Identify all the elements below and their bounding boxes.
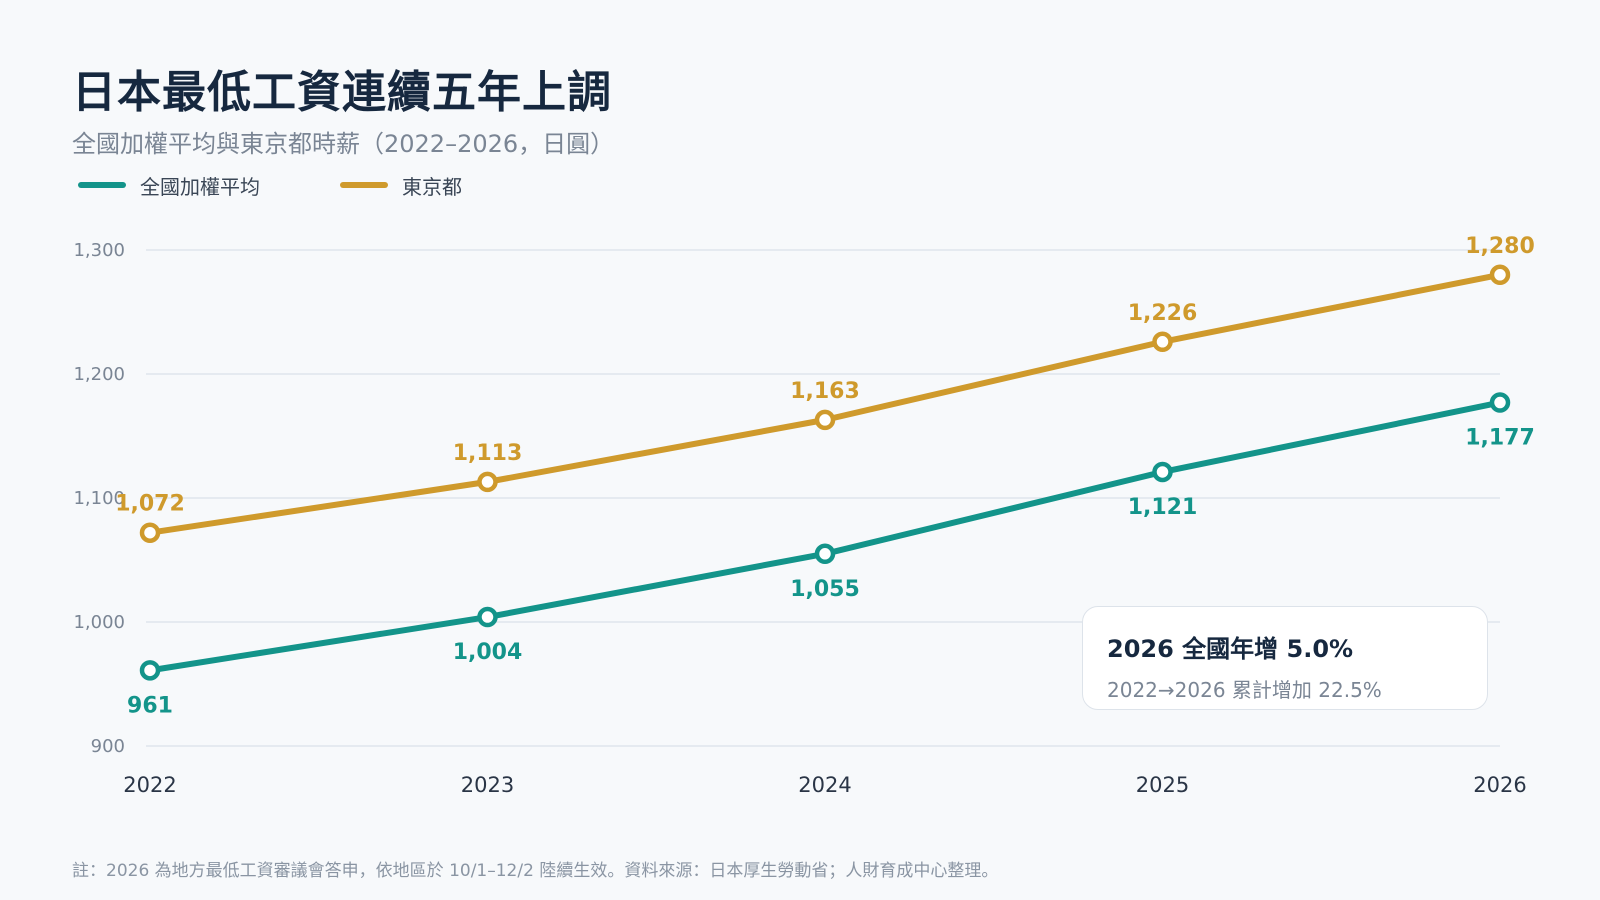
legend-item-national: 全國加權平均 bbox=[78, 171, 260, 200]
series-layer bbox=[139, 264, 1511, 681]
data-label: 1,113 bbox=[453, 441, 523, 466]
label-layer: 961 1,004 1,055 1,121 1,177 1,072 1,113 1,163 1,… bbox=[115, 234, 1535, 719]
data-label: 1,121 bbox=[1128, 495, 1198, 520]
data-point bbox=[1152, 461, 1173, 483]
x-tick-label: 2024 bbox=[798, 773, 851, 797]
data-label: 1,226 bbox=[1128, 301, 1198, 326]
y-tick-label: 1,300 bbox=[73, 240, 125, 261]
y-tick-label: 1,000 bbox=[73, 612, 125, 633]
legend-label-tokyo: 東京都 bbox=[402, 174, 462, 199]
data-point bbox=[139, 660, 161, 681]
data-point bbox=[814, 543, 836, 565]
growth-callout: 2026 全國年增 5.0% 2022→2026 累計增加 22.5% bbox=[1082, 606, 1488, 710]
x-tick-label: 2026 bbox=[1473, 773, 1526, 797]
chart-title: 日本最低工資連續五年上調 bbox=[72, 67, 612, 118]
data-point bbox=[1489, 392, 1511, 413]
y-tick-label: 1,100 bbox=[73, 488, 125, 509]
legend: 全國加權平均 東京都 bbox=[78, 170, 542, 200]
data-point bbox=[814, 409, 836, 431]
chart-subtitle: 全國加權平均與東京都時薪（2022–2026，日圓） bbox=[72, 130, 615, 158]
legend-label-national: 全國加權平均 bbox=[140, 174, 260, 199]
data-label: 1,004 bbox=[453, 640, 523, 665]
legend-swatch-tokyo bbox=[340, 182, 388, 188]
footnote: 註：2026 為地方最低工資審議會答申，依地區於 10/1–12/2 陸續生效。… bbox=[72, 861, 999, 881]
data-label: 1,177 bbox=[1465, 426, 1535, 451]
callout-title: 2026 全國年增 5.0% bbox=[1107, 635, 1354, 663]
data-point bbox=[477, 606, 498, 628]
x-tick-label: 2023 bbox=[461, 773, 514, 797]
data-point bbox=[477, 471, 498, 493]
x-tick-label: 2025 bbox=[1136, 773, 1189, 797]
data-label: 1,163 bbox=[790, 379, 860, 404]
x-tick-label: 2022 bbox=[123, 773, 176, 797]
data-label: 961 bbox=[127, 693, 173, 718]
data-label: 1,280 bbox=[1465, 234, 1535, 259]
legend-item-tokyo: 東京都 bbox=[340, 171, 462, 200]
y-tick-label: 1,200 bbox=[73, 364, 125, 385]
data-label: 1,072 bbox=[115, 492, 185, 517]
y-tick-label: 900 bbox=[91, 736, 125, 757]
data-point bbox=[139, 522, 161, 543]
data-point bbox=[1152, 331, 1173, 353]
callout-subtitle: 2022→2026 累計增加 22.5% bbox=[1107, 678, 1382, 702]
legend-swatch-national bbox=[78, 182, 126, 188]
grid-layer: 900 1,000 1,100 1,200 1,300 2022 2023 2024 2025 2… bbox=[73, 240, 1526, 797]
data-label: 1,055 bbox=[790, 577, 860, 602]
data-point bbox=[1489, 264, 1511, 286]
